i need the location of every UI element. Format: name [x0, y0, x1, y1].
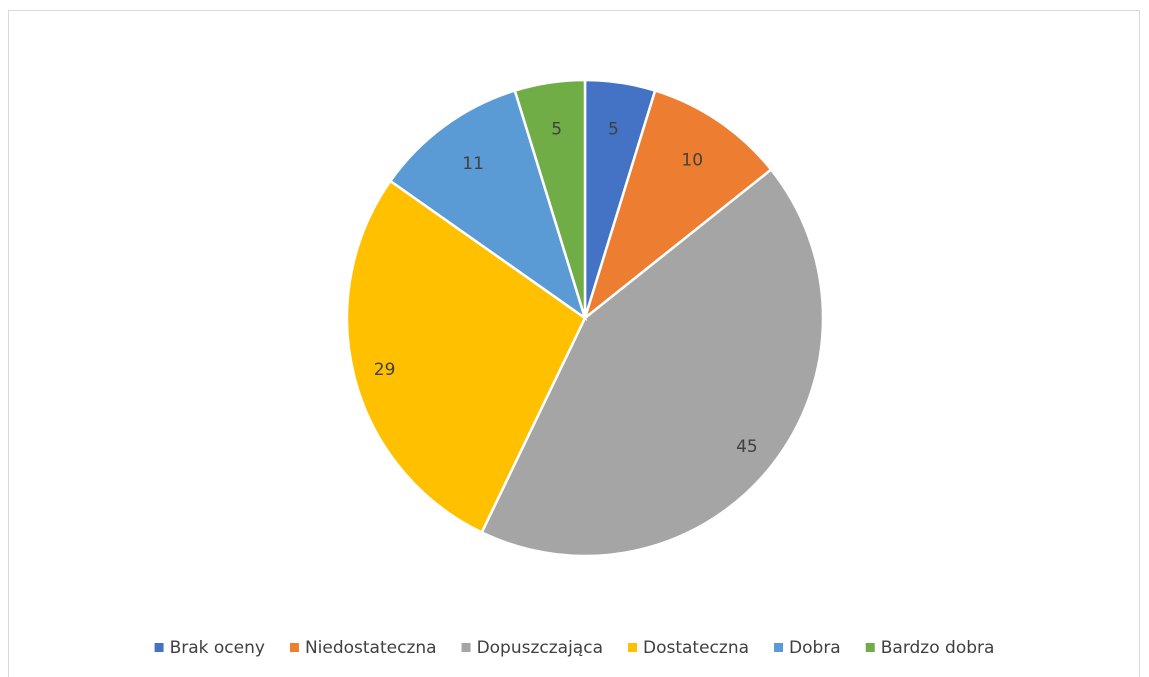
- pie-slice: [345, 179, 587, 535]
- data-label: 29: [374, 360, 396, 380]
- data-label: 11: [462, 154, 484, 174]
- chart-border: [8, 10, 1140, 677]
- legend-swatch: [628, 643, 637, 652]
- data-label: 5: [551, 120, 562, 140]
- legend-swatch: [154, 643, 164, 652]
- pie-slice: [480, 167, 825, 558]
- legend-label: Dopuszczająca: [477, 638, 603, 658]
- legend-swatch: [774, 643, 784, 652]
- pie-slice: [513, 78, 587, 319]
- legend-swatch: [461, 643, 471, 652]
- data-label: 5: [608, 120, 619, 140]
- legend-label: Dobra: [789, 638, 841, 658]
- pie-slice: [582, 89, 773, 322]
- legend-label: Brak oceny: [170, 638, 265, 658]
- pie-slice: [388, 89, 588, 322]
- legend-swatch: [865, 643, 875, 652]
- legend-label: Bardzo dobra: [881, 638, 995, 658]
- data-label: 10: [681, 151, 703, 171]
- data-label: 45: [736, 437, 758, 457]
- legend-label: Dostateczna: [643, 638, 749, 658]
- legend-swatch: [289, 643, 299, 652]
- legend-label: Niedostateczna: [305, 638, 437, 658]
